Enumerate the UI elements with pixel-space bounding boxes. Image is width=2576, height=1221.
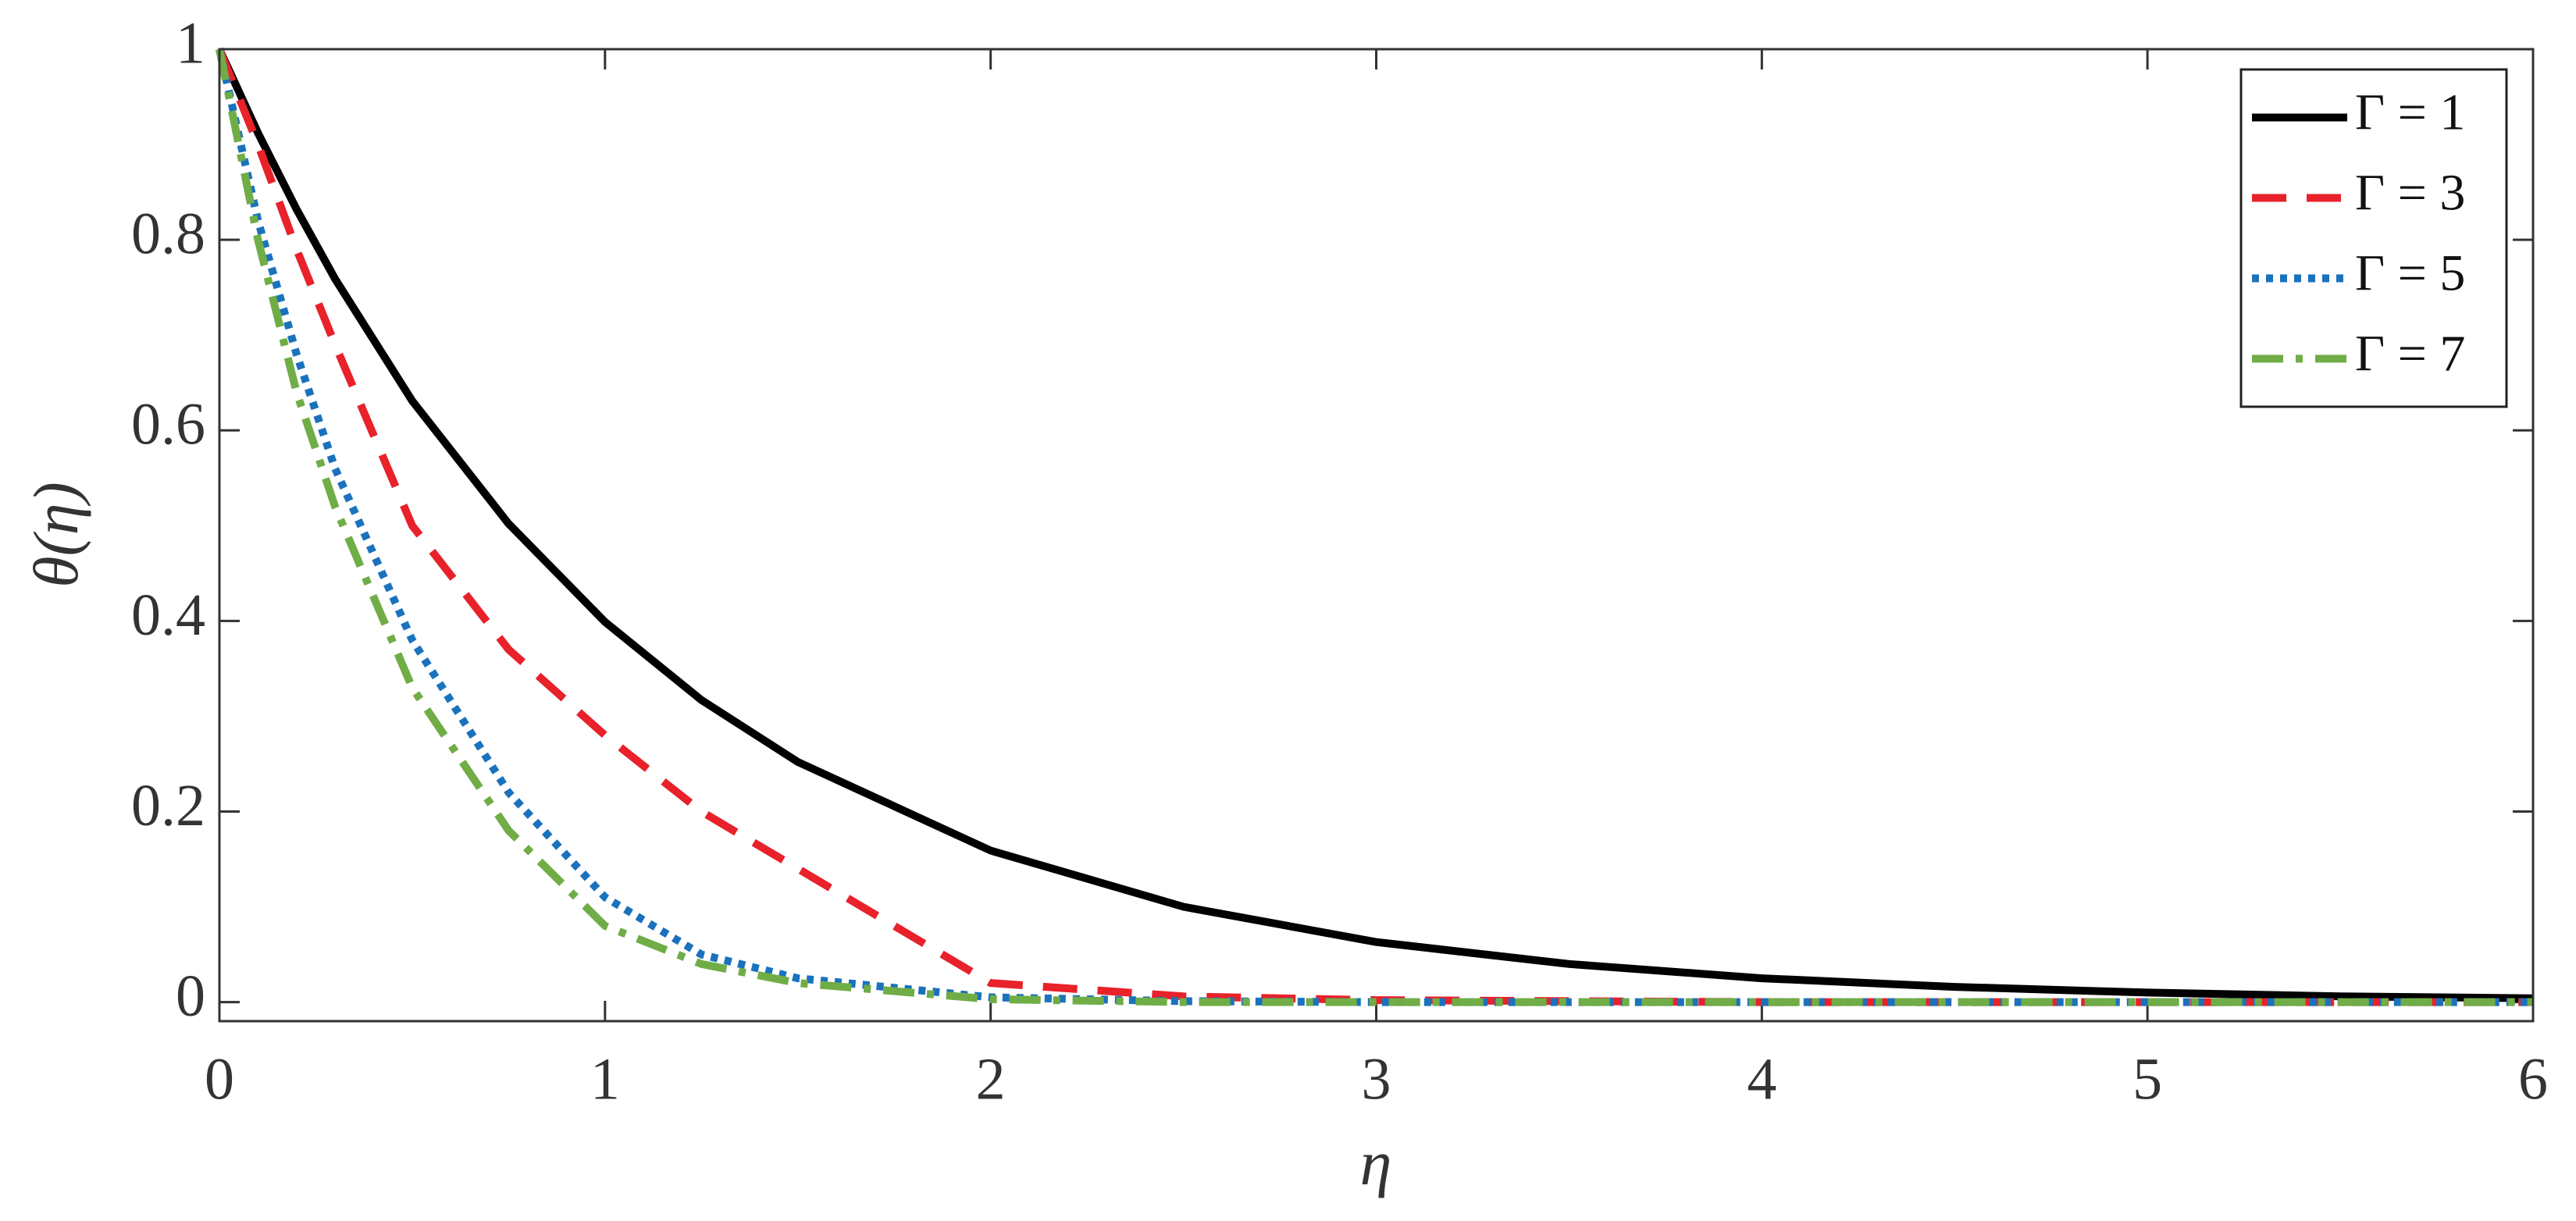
x-tick-label: 6 [2518, 1046, 2548, 1112]
y-tick-label: 0.2 [131, 773, 205, 838]
legend-label: Γ = 5 [2355, 245, 2465, 302]
plot-frame [218, 48, 2535, 1023]
x-tick-label: 1 [590, 1046, 620, 1112]
x-tick-label: 5 [2132, 1046, 2162, 1112]
legend-box [2239, 68, 2508, 408]
x-tick-label: 0 [205, 1046, 234, 1112]
legend-label: Γ = 7 [2355, 326, 2465, 383]
legend-label: Γ = 3 [2355, 165, 2465, 222]
legend-label: Γ = 1 [2355, 84, 2465, 141]
y-tick-label: 0 [176, 963, 205, 1029]
x-axis-label: η [1360, 1127, 1392, 1198]
y-tick-label: 1 [176, 10, 205, 76]
series-line [216, 48, 2533, 1006]
y-axis-label: θ(η) [20, 482, 91, 588]
x-tick-label: 4 [1747, 1046, 1776, 1112]
series-line [216, 48, 2533, 1006]
x-tick-label: 3 [1362, 1046, 1391, 1112]
x-tick-label: 2 [976, 1046, 1006, 1112]
legend: Γ = 1 Γ = 3 Γ = 5 Γ = 7 [2239, 68, 2508, 408]
y-tick-label: 0.8 [131, 201, 205, 267]
y-tick-label: 0.6 [131, 392, 205, 457]
y-tick-label: 0.4 [131, 582, 205, 648]
series-line [216, 47, 2534, 1002]
